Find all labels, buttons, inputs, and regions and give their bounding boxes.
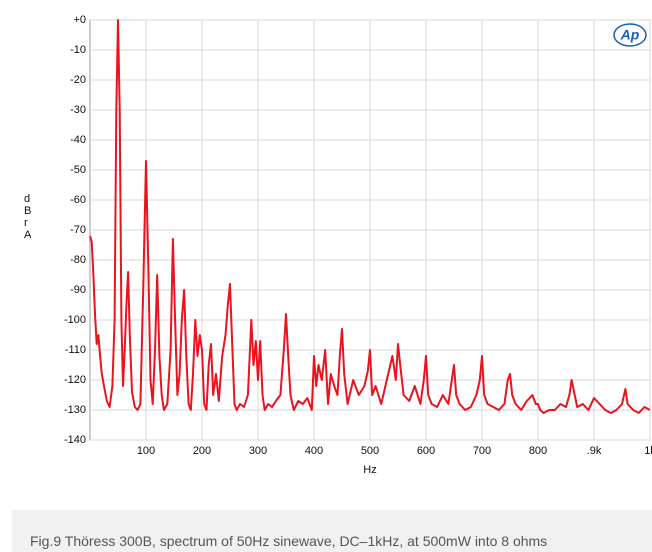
x-tick-label: 1k <box>644 445 652 457</box>
y-tick-label: -20 <box>70 74 86 86</box>
x-tick-label: 600 <box>417 445 435 457</box>
y-tick-label: -140 <box>64 434 86 446</box>
y-tick-label: -60 <box>70 194 86 206</box>
y-tick-label: -10 <box>70 44 86 56</box>
logo-ring <box>613 23 647 47</box>
x-tick-label: 700 <box>473 445 491 457</box>
y-tick-label: -130 <box>64 404 86 416</box>
caption: Fig.9 Thöress 300B, spectrum of 50Hz sin… <box>12 510 652 552</box>
x-tick-label: 200 <box>193 445 211 457</box>
y-tick-label: -40 <box>70 134 86 146</box>
x-tick-label: 400 <box>305 445 323 457</box>
y-tick-label: -80 <box>70 254 86 266</box>
chart: Ap Hz +0 -10 -20 -30 -40 -50 -60 -70 -80 -90 -100 -… <box>64 14 652 476</box>
x-tick-label: 100 <box>137 445 155 457</box>
y-axis-label: dBr A <box>24 193 32 241</box>
y-tick-label: -110 <box>65 344 86 356</box>
y-tick-label: -120 <box>64 374 86 386</box>
y-tick-label: -30 <box>70 104 86 116</box>
y-tick-label: -70 <box>70 224 86 236</box>
y-tick-label: -90 <box>70 284 86 296</box>
y-tick-label: -100 <box>64 314 86 326</box>
logo: Ap <box>620 27 640 43</box>
y-tick-label: -50 <box>70 164 86 176</box>
y-tick-label: +0 <box>73 14 86 26</box>
spectrum-line <box>89 19 651 414</box>
x-tick-label: 800 <box>529 445 547 457</box>
x-tick-label: .9k <box>587 445 602 457</box>
x-axis-label: Hz <box>363 464 376 476</box>
x-tick-label: 500 <box>361 445 379 457</box>
x-tick-label: 300 <box>249 445 267 457</box>
